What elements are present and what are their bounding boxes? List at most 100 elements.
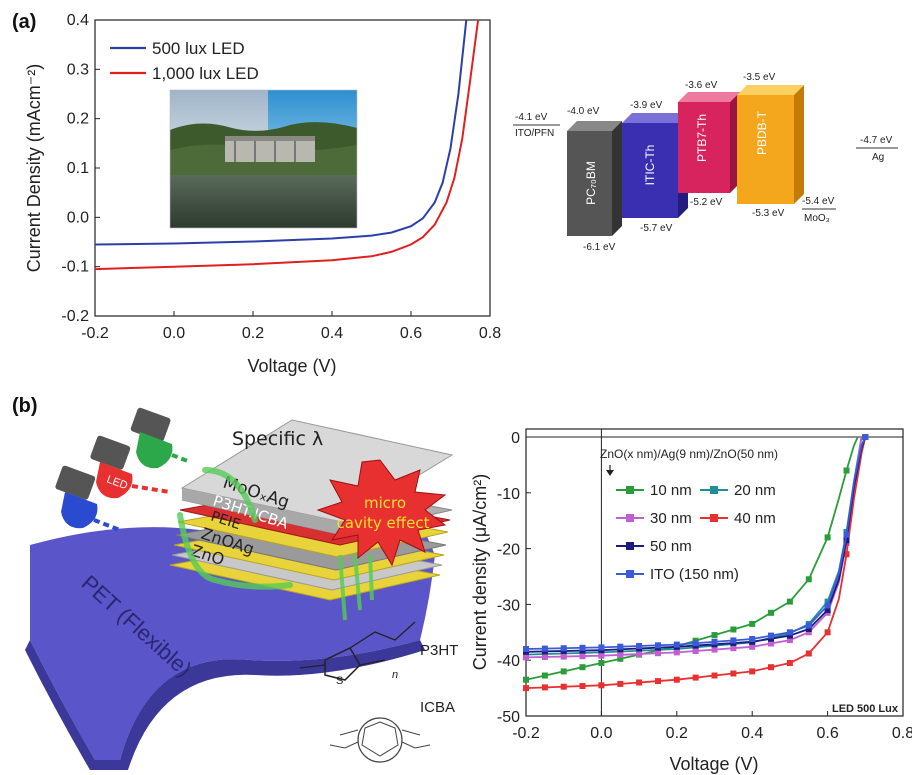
chart-b-annotation: ZnO(x nm)/Ag(9 nm)/ZnO(50 nm) xyxy=(600,447,778,461)
block-name-ptb7-th: PTB7-Th xyxy=(695,114,709,162)
chart-b-series-marker-3 xyxy=(579,683,586,689)
layer-stack xyxy=(169,419,454,601)
chart-b-series-marker-0 xyxy=(749,620,756,627)
chart-b-series-marker-5 xyxy=(749,636,756,642)
chart-b-series-marker-0 xyxy=(617,655,624,662)
chart-b-series-marker-0 xyxy=(786,598,793,605)
led-green xyxy=(130,407,191,469)
chart-b-series-marker-5 xyxy=(711,638,718,645)
chart-b-ylabel: Current density (μA/cm²) xyxy=(470,474,490,670)
chart-b-series-marker-5 xyxy=(579,644,586,651)
ag-level: -4.7 eV xyxy=(860,135,893,146)
chart-b-series-marker-3 xyxy=(560,683,567,690)
ito-label: ITO/PFN xyxy=(515,128,554,139)
ag-label: Ag xyxy=(872,152,884,163)
chart-b-series-marker-2 xyxy=(673,649,680,656)
molecule-p3ht: S n P3HT xyxy=(299,621,458,687)
chart-b-legend-marker-2 xyxy=(626,514,634,522)
homo-pbdb-t: -5.3 eV xyxy=(752,208,785,219)
chart-b-ytick-label: -30 xyxy=(497,597,520,614)
chart-a-xlabel: Voltage (V) xyxy=(247,356,336,376)
chart-b-legend-marker-4 xyxy=(626,542,634,550)
chart-a-ytick-label: 0.0 xyxy=(67,209,89,226)
molecule-label-icba: ICBA xyxy=(420,699,455,716)
chart-b-series-marker-0 xyxy=(824,534,831,541)
chart-b-series-marker-2 xyxy=(617,651,624,658)
lumo-ptb7-th: -3.6 eV xyxy=(685,80,718,91)
chart-b-series-line-5 xyxy=(525,436,867,650)
chart-b-series-marker-5 xyxy=(730,637,737,644)
chart-b-series-marker-5 xyxy=(617,643,624,650)
chart-b-legend-label-1: 20 nm xyxy=(734,482,776,499)
chart-b-series-marker-5 xyxy=(560,645,567,652)
chart-b-frame xyxy=(525,428,904,717)
chart-a-xtick-label: -0.2 xyxy=(81,325,109,342)
block-pbdb-t: PBDB-T -3.5 eV -5.3 eV xyxy=(737,72,804,219)
chart-b-series-marker-3 xyxy=(541,684,548,691)
chart-b-series-marker-3 xyxy=(805,650,812,657)
chart-b-series-marker-0 xyxy=(560,668,567,675)
chart-b-series-marker-2 xyxy=(541,654,548,660)
chart-b-xtick-label: 0.4 xyxy=(741,725,763,742)
chart-b-series-marker-4 xyxy=(768,635,774,642)
chart-b-series-marker-3 xyxy=(617,680,624,687)
chart-b-xlabel: Voltage (V) xyxy=(669,754,758,774)
lumo-pbdb-t: -3.5 eV xyxy=(743,72,776,83)
chart-b-legend-marker-0 xyxy=(626,486,634,494)
lumo-pc70bm: -4.0 eV xyxy=(567,106,600,117)
burst-text-micro: micro xyxy=(364,494,406,512)
molecule-label-p3ht: P3HT xyxy=(420,642,458,659)
moo3-label: MoO₃ xyxy=(804,213,830,224)
chart-b-ytick-label: -50 xyxy=(497,709,520,726)
chart-b-series-marker-3 xyxy=(636,679,643,686)
chart-b-legend-label-4: 50 nm xyxy=(650,538,692,555)
chart-a-ytick-label: 0.3 xyxy=(67,61,89,78)
energy-level-diagram: -4.1 eV ITO/PFN PC₇₀BM -4.0 eV -6.1 eV I… xyxy=(513,72,898,253)
chart-b-series-marker-0 xyxy=(805,576,812,583)
chart-b-series-marker-5 xyxy=(843,531,850,538)
chart-b-series-marker-3 xyxy=(598,682,605,689)
chart-b-series-marker-5 xyxy=(673,641,680,648)
chart-b-series-marker-0 xyxy=(843,467,850,474)
chart-a-xtick-label: 0.6 xyxy=(400,325,422,342)
chart-b-series-marker-2 xyxy=(711,646,718,653)
chart-a-xtick-label: 0.4 xyxy=(321,325,343,342)
chart-b-ytick-label: -20 xyxy=(497,542,520,559)
chart-b-series-marker-5 xyxy=(636,643,643,649)
chart-b-ytick-label: -10 xyxy=(497,486,520,503)
chart-b-series-marker-5 xyxy=(768,632,774,639)
chart-b-arrow xyxy=(606,470,614,476)
chart-b-legend-marker-5 xyxy=(626,570,634,578)
chart-b-series-marker-5 xyxy=(824,602,831,609)
homo-pc70bm: -6.1 eV xyxy=(583,242,616,253)
chart-b-series-marker-2 xyxy=(805,629,812,636)
burst-text-cavity: cavity effect xyxy=(337,514,430,532)
chart-b-series-marker-1 xyxy=(824,598,831,605)
chart-a-ytick-label: 0.4 xyxy=(67,12,89,29)
chart-b-legend-label-5: ITO (150 nm) xyxy=(650,566,739,583)
chart-b-series-marker-0 xyxy=(598,660,605,666)
chart-a-ylabel: Current Density (mAcm⁻²) xyxy=(24,64,44,273)
chart-b-series-line-4 xyxy=(525,436,867,653)
chart-b-legend-label-2: 30 nm xyxy=(650,510,692,527)
chart-b-series-marker-0 xyxy=(730,626,737,633)
chart-b-xtick-label: -0.2 xyxy=(512,725,540,742)
led-blue xyxy=(55,465,121,532)
chart-b-legend-label-0: 10 nm xyxy=(650,482,692,499)
chart-a-xtick-label: 0.8 xyxy=(479,325,501,342)
chart-b-series-line-3 xyxy=(525,436,867,689)
device-schematic: PET (Flexible) MoOₓAg P3HT:ICBA PEIE ZnO… xyxy=(25,407,458,770)
chart-b: -0.2 0.0 0.2 0.4 0.6 0.8 0 -10 -20 -30 -40 -50 ZnO(… xyxy=(470,428,912,774)
legend-label-1000lux: 1,000 lux LED xyxy=(152,64,259,83)
inset-photo xyxy=(169,89,358,229)
chart-b-xtick-label: 0.0 xyxy=(590,725,612,742)
thiophene-s: S xyxy=(336,675,343,687)
chart-b-series-marker-5 xyxy=(541,645,548,652)
polymer-n: n xyxy=(392,669,398,681)
chart-a-series-line-0 xyxy=(94,19,468,246)
chart-a-ytick-label: 0.2 xyxy=(67,111,89,128)
chart-b-series-marker-0 xyxy=(541,672,548,679)
block-name-pc70bm: PC₇₀BM xyxy=(584,161,598,205)
chart-b-series-marker-5 xyxy=(692,640,699,647)
